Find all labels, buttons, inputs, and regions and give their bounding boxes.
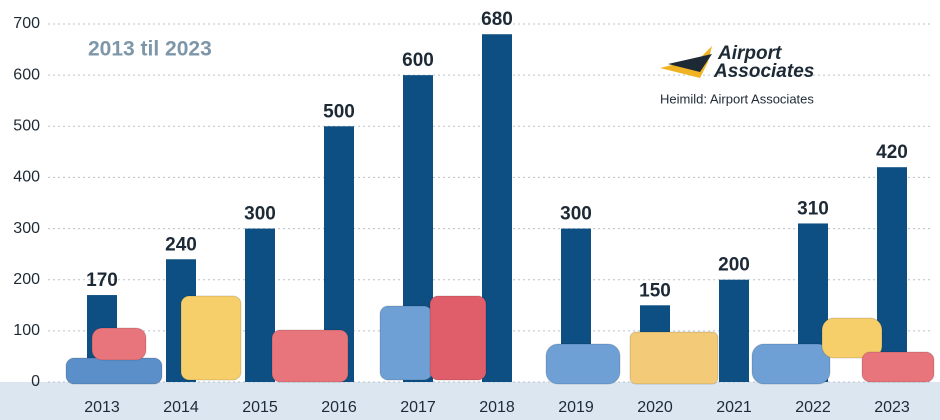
y-tick-label: 100	[13, 322, 40, 339]
y-tick-label: 400	[13, 169, 40, 186]
x-tick-label: 2016	[321, 399, 357, 416]
x-tick-label: 2022	[795, 399, 831, 416]
luggage	[181, 296, 241, 380]
luggage	[752, 344, 830, 384]
x-tick-label: 2013	[84, 399, 120, 416]
x-tick-label: 2018	[479, 399, 515, 416]
value-label: 170	[86, 270, 118, 291]
luggage	[430, 296, 486, 380]
bar	[719, 280, 749, 382]
luggage	[380, 306, 432, 380]
bar	[245, 229, 275, 382]
value-label: 200	[718, 255, 750, 276]
x-tick-label: 2015	[242, 399, 278, 416]
value-label: 150	[639, 280, 671, 301]
value-label: 420	[876, 142, 908, 163]
y-tick-label: 0	[31, 373, 40, 390]
x-tick-label: 2023	[874, 399, 910, 416]
value-label: 300	[560, 204, 592, 225]
y-tick-label: 700	[13, 15, 40, 32]
luggage	[546, 344, 620, 384]
x-tick-label: 2021	[716, 399, 752, 416]
y-tick-label: 600	[13, 66, 40, 83]
value-label: 300	[244, 204, 276, 225]
value-label: 310	[797, 198, 829, 219]
luggage	[66, 358, 162, 384]
chart: 0 100 200 300 400 500 600 700 2013 170 2014 240 2015…	[0, 0, 940, 420]
luggage	[862, 352, 934, 382]
value-label: 600	[402, 50, 434, 71]
value-label: 240	[165, 234, 197, 255]
value-label: 500	[323, 101, 355, 122]
luggage	[630, 332, 718, 384]
y-tick-label: 200	[13, 271, 40, 288]
x-tick-label: 2017	[400, 399, 436, 416]
y-tick-label: 300	[13, 220, 40, 237]
source: Heimild: Airport Associates	[660, 91, 814, 106]
x-tick-label: 2019	[558, 399, 594, 416]
luggage	[92, 328, 146, 360]
x-tick-label: 2014	[163, 399, 199, 416]
subtitle: 2013 til 2023	[88, 38, 212, 61]
x-tick-label: 2020	[637, 399, 673, 416]
value-label: 680	[481, 9, 513, 30]
luggage	[272, 330, 348, 382]
y-tick-label: 500	[13, 118, 40, 135]
logo-text: Associates	[713, 61, 814, 82]
